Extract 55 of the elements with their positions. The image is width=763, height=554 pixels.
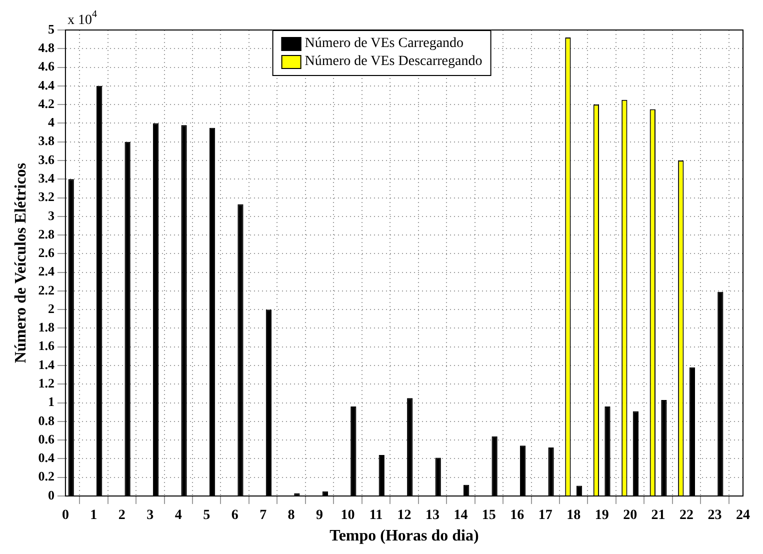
y-tick-label: 3.4	[38, 170, 55, 186]
y-tick-label: 1.2	[38, 376, 54, 391]
x-tick-label: 9	[316, 508, 324, 524]
y-tick-label: 0	[48, 487, 54, 502]
y-tick-label: 1.8	[38, 320, 55, 335]
y-tick-label: 1	[48, 394, 54, 410]
x-tick-label: 5	[203, 508, 210, 524]
y-axis-title: Número de Veículos Elétricos	[12, 162, 30, 364]
x-tick-label: 21	[651, 508, 666, 524]
y-tick-label: 2	[48, 300, 54, 316]
y-tick-label: 2.6	[38, 245, 55, 260]
x-axis-title: Tempo (Horas do dia)	[330, 528, 479, 545]
x-tick-label: 18	[566, 508, 581, 524]
y-tick-label: 0.6	[38, 431, 55, 446]
y-tick-label: 4.2	[38, 96, 54, 111]
x-tick-label: 11	[369, 508, 383, 524]
x-tick-label: 16	[510, 508, 524, 524]
x-tick-label: 8	[288, 508, 295, 524]
y-tick-label: 2.4	[38, 264, 55, 279]
x-tick-label: 17	[538, 508, 552, 524]
y-tick-label: 0.8	[38, 412, 55, 428]
y-tick-label: 4.4	[38, 77, 55, 92]
x-tick-label: 22	[680, 508, 694, 524]
y-tick-label: 2.2	[38, 282, 54, 298]
y-tick-label: 5	[48, 21, 55, 36]
x-tick-label: 13	[425, 508, 440, 524]
y-tick-label: 4.8	[38, 40, 55, 55]
x-tick-label: 23	[708, 508, 722, 524]
x-tick-label: 2	[118, 508, 126, 524]
y-tick-label: 4.6	[38, 58, 55, 74]
x-tick-label: 4	[174, 508, 182, 524]
y-tick-label: 1.6	[38, 338, 55, 354]
y-tick-label: 1.4	[38, 356, 55, 372]
x-tick-label: 3	[146, 508, 154, 524]
x-tick-label: 19	[594, 508, 609, 524]
y-tick-label: 4	[48, 114, 55, 130]
y-tick-label: 0.2	[38, 468, 54, 484]
x-tick-label: 0	[62, 508, 69, 524]
x-tick-label: 1	[90, 508, 98, 524]
legend-label: Número de VEs Descarregando	[304, 54, 482, 70]
legend-label: Número de VEs Carregando	[304, 36, 464, 52]
y-tick-label: 3.8	[38, 133, 55, 148]
x-tick-label: 10	[340, 508, 355, 524]
x-tick-label: 7	[260, 508, 267, 524]
y-tick-label: 3.2	[38, 189, 54, 204]
x-tick-label: 24	[736, 508, 750, 524]
y-tick-label: 3.6	[38, 152, 55, 167]
y-tick-label: 3	[48, 208, 55, 223]
x-tick-label: 12	[397, 508, 412, 524]
y-tick-label: 0.4	[38, 450, 55, 466]
x-tick-label: 14	[454, 508, 468, 524]
y-tick-label: 2.8	[38, 226, 55, 242]
x-tick-label: 15	[482, 508, 496, 524]
x-tick-label: 20	[623, 508, 638, 524]
x-tick-label: 6	[231, 508, 238, 524]
